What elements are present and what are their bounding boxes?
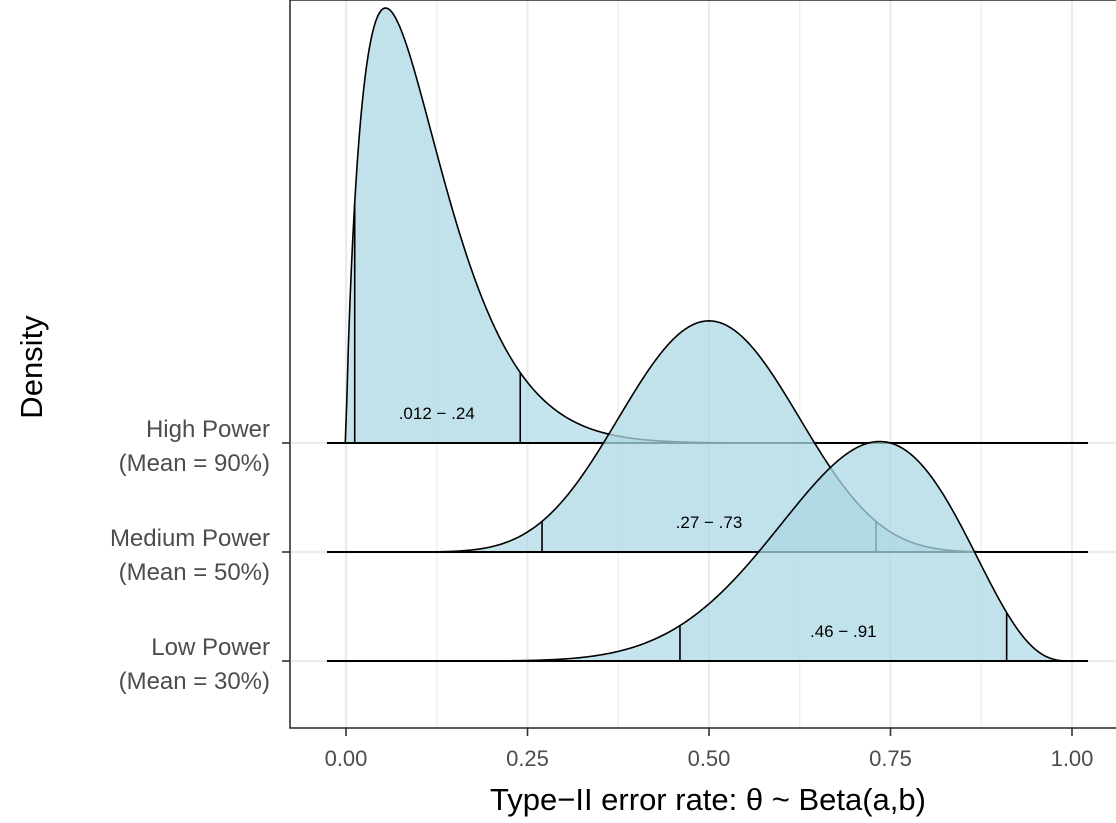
- category-label: Medium Power: [110, 525, 270, 552]
- density-ridges: .012 − .24 .27 − .73 .46 − .91: [327, 7, 1088, 662]
- x-tick-label: 0.00: [325, 746, 368, 771]
- x-tick-label: 0.50: [688, 746, 731, 771]
- interval-label: .012 − .24: [399, 404, 475, 423]
- category-labels: High Power (Mean = 90%) Medium Power (Mean …: [110, 416, 290, 695]
- category-label: High Power: [146, 416, 270, 443]
- ridge-low-power: .46 − .91: [327, 440, 1088, 662]
- ridge-fill: [327, 441, 1088, 661]
- panel-border: [289, 0, 1116, 729]
- interval-label: .27 − .73: [676, 513, 743, 532]
- x-axis-ticks: 0.00 0.25 0.50 0.75 1.00: [325, 728, 1094, 771]
- category-sublabel: (Mean = 30%): [119, 668, 270, 695]
- interval-fill: [542, 320, 876, 552]
- interval-label: .46 − .91: [810, 622, 877, 641]
- category-sublabel: (Mean = 50%): [119, 559, 270, 586]
- x-tick-label: 0.25: [506, 746, 549, 771]
- category-sublabel: (Mean = 90%): [119, 450, 270, 477]
- x-tick-label: 1.00: [1051, 746, 1094, 771]
- interval-fill: [679, 441, 1007, 661]
- x-tick-label: 0.75: [869, 746, 912, 771]
- ridge-fill: [327, 320, 1088, 552]
- ridge-fill: [327, 8, 1088, 443]
- x-axis-title: Type−II error rate: θ ~ Beta(a,b): [490, 782, 926, 817]
- category-label: Low Power: [151, 634, 270, 661]
- interval-fill: [354, 8, 521, 443]
- y-axis-title: Density: [14, 315, 49, 419]
